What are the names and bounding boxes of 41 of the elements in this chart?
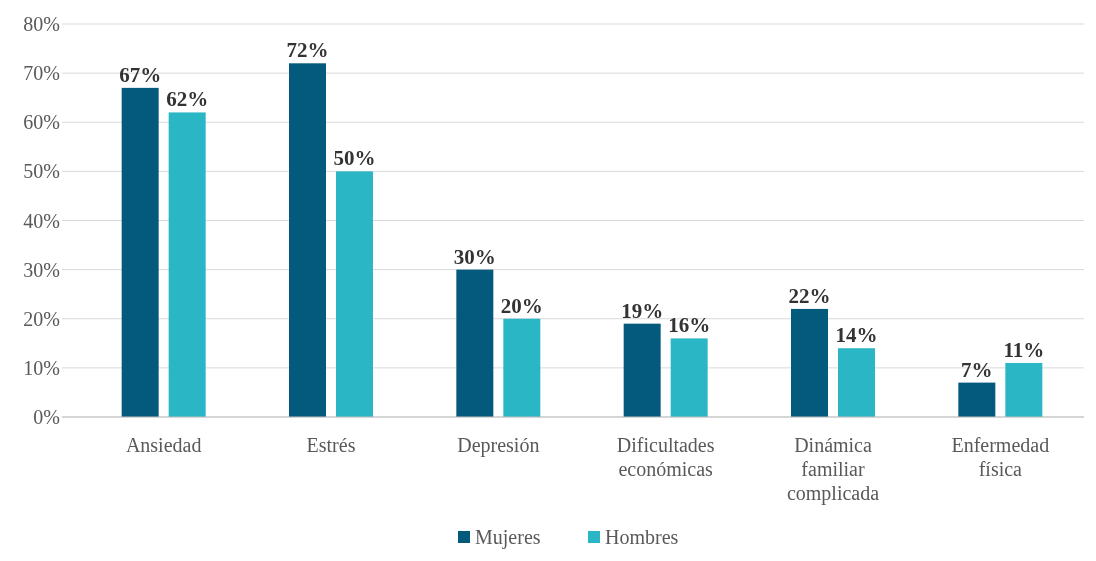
x-tick-label: Dinámica familiar complicada [786,434,880,505]
x-tick-label: Ansiedad [125,434,202,456]
data-label: 16% [668,313,711,338]
data-label: 67% [119,62,162,87]
bar [503,318,541,417]
data-label: 14% [835,323,878,348]
y-tick-label: 80% [23,13,60,35]
x-tick-label: Estrés [306,434,356,456]
data-label: 22% [788,283,831,308]
bar [670,338,708,417]
y-tick-label: 40% [23,209,60,232]
legend-label: Mujeres [475,526,541,549]
bar [1005,362,1043,417]
y-tick-label: 60% [23,111,60,134]
data-label: 62% [166,87,209,112]
bar [623,323,661,417]
bar [838,348,875,417]
bar [168,112,206,417]
y-tick-label: 10% [23,356,60,379]
bar [456,269,494,417]
y-tick-label: 30% [23,258,60,281]
y-tick-label: 0% [33,406,60,428]
legend-label: Hombres [605,526,679,548]
y-tick-label: 70% [23,62,60,85]
data-label: 11% [1003,337,1045,362]
bar [958,382,996,417]
bar [791,308,828,417]
x-tick-label: Enfermedad física [951,434,1050,480]
bar [336,171,373,417]
data-label: 7% [961,357,993,382]
bar [121,87,159,417]
data-label: 20% [500,293,543,318]
y-tick-label: 50% [23,160,60,183]
x-tick-label: Dificultades económicas [616,434,715,480]
data-label: 72% [286,38,329,63]
bar [289,63,326,417]
y-tick-label: 20% [23,307,60,330]
data-label: 30% [453,244,496,269]
data-label: 19% [621,298,664,323]
data-label: 50% [333,146,376,171]
x-tick-label: Depresión [457,434,540,457]
